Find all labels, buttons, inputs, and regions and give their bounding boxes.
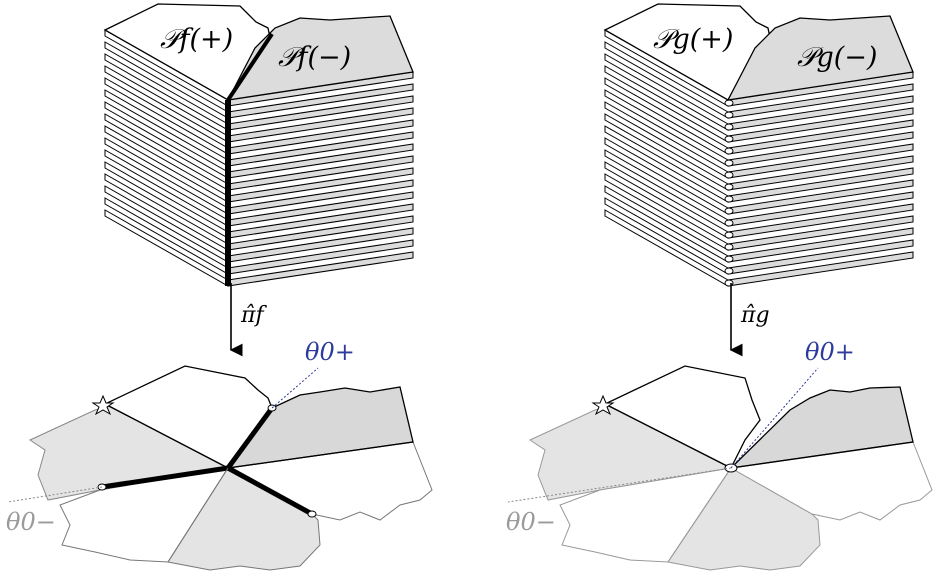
sheet-joint <box>724 183 734 191</box>
sheet-joint <box>724 159 734 167</box>
left-theta-minus: θ0− <box>6 508 56 536</box>
pi-f-label: π̂f <box>240 303 267 328</box>
left-sheet-stack <box>103 3 414 287</box>
sheet-joint <box>724 111 734 119</box>
sheet-joint <box>724 171 734 179</box>
right-projection-arrow: π̂g <box>729 283 770 357</box>
top-sheet-minus <box>226 15 414 101</box>
top-sheet-minus <box>726 15 914 101</box>
right-fan-base: θ0+ θ0− <box>506 338 933 571</box>
pg-plus-label: 𝒫g(+) <box>653 24 733 55</box>
sheet-joint <box>724 147 734 155</box>
pg-minus-label: 𝒫g(−) <box>797 42 877 73</box>
sheet-joint <box>724 123 734 131</box>
left-stack-labels: 𝒫f(+) 𝒫f(−) <box>160 24 351 73</box>
branch-cut-vertical <box>225 100 231 286</box>
left-theta-plus: θ0+ <box>305 338 355 366</box>
pf-plus-label: 𝒫f(+) <box>160 24 233 55</box>
branch-cut <box>226 32 274 102</box>
sheet-joint <box>724 207 734 215</box>
right-star-marker <box>591 394 615 416</box>
sheet-joint <box>724 255 734 263</box>
left-fan-base: θ0+ θ0− <box>6 338 433 571</box>
right-stack-labels: 𝒫g(+) 𝒫g(−) <box>653 24 877 73</box>
pf-minus-label: 𝒫f(−) <box>278 42 351 73</box>
pi-g-label: π̂g <box>740 303 770 328</box>
sheet-joint <box>724 99 734 107</box>
right-theta-plus: θ0+ <box>805 338 855 366</box>
left-projection-arrow: π̂f <box>229 283 267 357</box>
sheet-joint <box>724 219 734 227</box>
right-sheet-stack <box>603 3 914 287</box>
right-theta-minus: θ0− <box>506 508 556 536</box>
sheet-joint <box>724 267 734 275</box>
sheet-joint <box>724 135 734 143</box>
left-endpoint-right <box>307 510 317 518</box>
sheet-joint <box>724 243 734 251</box>
sheet-joint <box>724 231 734 239</box>
left-star-marker <box>91 394 115 416</box>
sheet-joint <box>724 195 734 203</box>
